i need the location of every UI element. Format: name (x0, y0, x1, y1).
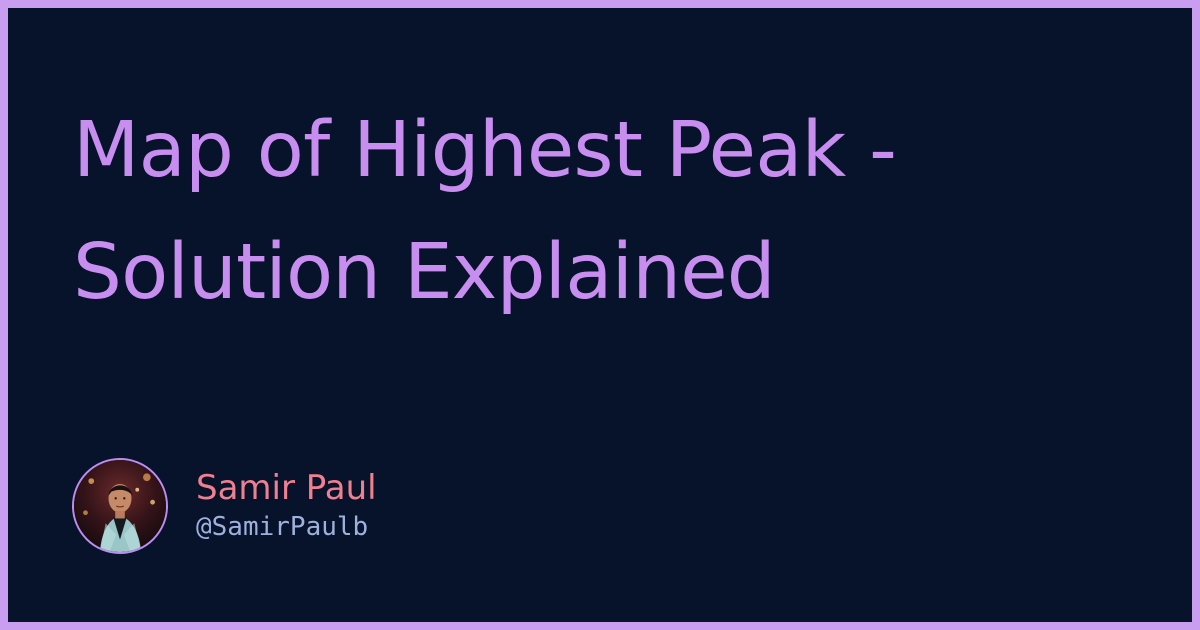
author-text: Samir Paul @SamirPaulb (196, 468, 377, 544)
title-line-2: Solution Explained (73, 228, 776, 317)
avatar (72, 458, 168, 554)
person-portrait-icon (74, 460, 166, 552)
share-card: Map of Highest Peak - Solution Explained (8, 8, 1192, 622)
author-name: Samir Paul (196, 468, 377, 508)
page-title: Map of Highest Peak - Solution Explained (73, 90, 1133, 334)
title-line-1: Map of Highest Peak - (73, 106, 897, 195)
author-block: Samir Paul @SamirPaulb (72, 458, 377, 554)
author-handle: @SamirPaulb (196, 512, 369, 542)
